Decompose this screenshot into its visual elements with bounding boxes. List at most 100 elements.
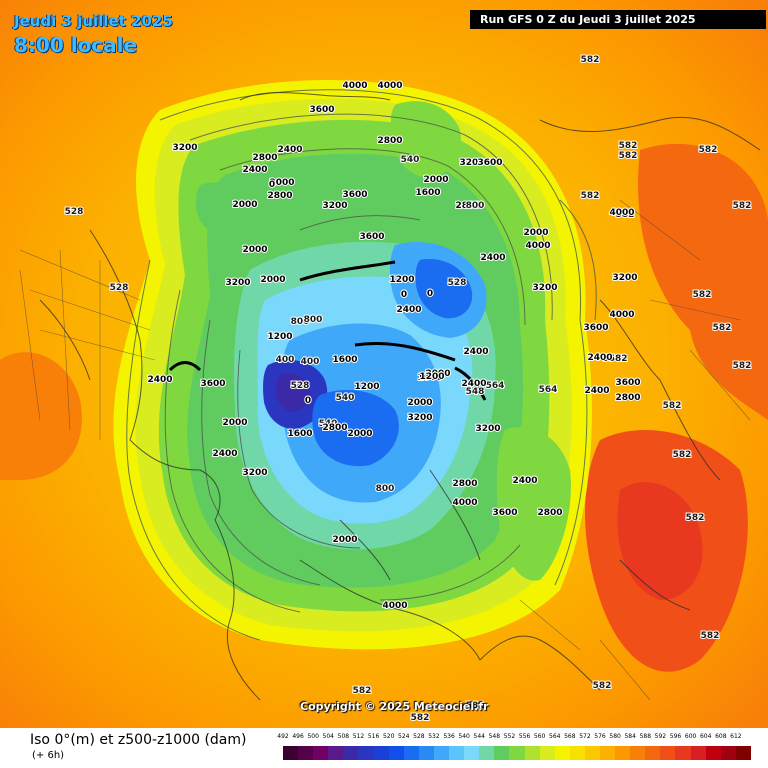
legend-tick-label: 600 bbox=[684, 733, 697, 740]
isozero-label: 2400 bbox=[147, 375, 172, 385]
isozero-label: 3200 bbox=[225, 278, 250, 288]
isozero-label: 2000 bbox=[332, 535, 357, 545]
legend-tick-label: 492 bbox=[277, 733, 289, 740]
thickness-label: 582 bbox=[581, 191, 600, 201]
coastlines bbox=[39, 92, 761, 701]
isozero-label: 2400 bbox=[212, 449, 237, 459]
thickness-label: 400 bbox=[301, 357, 320, 367]
legend-swatch bbox=[313, 746, 329, 760]
isozero-label: 3200 bbox=[532, 283, 557, 293]
legend-tick-label: 524 bbox=[398, 733, 410, 740]
isozero-label: 2000 bbox=[425, 369, 450, 379]
isozero-label: 2400 bbox=[463, 347, 488, 357]
isozero-label: 3600 bbox=[309, 105, 334, 115]
thickness-label: 5582 bbox=[602, 354, 627, 364]
isozero-label: 2000 bbox=[260, 275, 285, 285]
thickness-label: 528 bbox=[291, 381, 310, 391]
legend-tick-label: 516 bbox=[367, 733, 380, 740]
thickness-label: 582 bbox=[581, 55, 600, 65]
legend-swatch bbox=[283, 746, 299, 760]
thickness-label: 400 bbox=[276, 355, 295, 365]
thickness-label: 582 bbox=[593, 681, 612, 691]
thickness-label: 582 bbox=[733, 361, 752, 371]
isozero-label: 3600 bbox=[200, 379, 225, 389]
isozero-label: 2800 bbox=[377, 136, 402, 146]
thickness-label: 582 bbox=[619, 141, 638, 151]
isozero-label: 2400 bbox=[512, 476, 537, 486]
isozero-label: 4000 bbox=[377, 81, 402, 91]
legend-tick-label: 496 bbox=[292, 733, 304, 740]
thickness-label: 800 bbox=[291, 317, 310, 327]
thickness-label: 582 bbox=[411, 713, 430, 723]
isozero-label: 3200 bbox=[612, 273, 637, 283]
legend-swatch bbox=[358, 746, 374, 760]
legend-tick-label: 580 bbox=[609, 733, 621, 740]
isozero-label: 3200 bbox=[475, 424, 500, 434]
thickness-label: 582 bbox=[673, 450, 692, 460]
isozero-label: 2400 bbox=[480, 253, 505, 263]
isozero-label: 2000 bbox=[222, 418, 247, 428]
isozero-label: 2800 bbox=[537, 508, 562, 518]
isozero-label: 4000 bbox=[452, 498, 477, 508]
isozero-label: 2400 bbox=[277, 145, 302, 155]
isozero-label: 3600 bbox=[342, 190, 367, 200]
legend-tick-label: 592 bbox=[654, 733, 667, 740]
legend-swatch bbox=[494, 746, 510, 760]
legend-swatch bbox=[509, 746, 525, 760]
legend-swatch bbox=[388, 746, 404, 760]
thickness-label: 582 bbox=[619, 151, 638, 161]
isozero-label: 4000 bbox=[609, 208, 634, 218]
legend-title: Iso 0°(m) et z500-z1000 (dam) bbox=[30, 732, 247, 748]
isozero-label: 3600 bbox=[583, 323, 608, 333]
isozero-label: 3600 bbox=[477, 158, 502, 168]
legend-tick-label: 564 bbox=[549, 733, 561, 740]
isozero-label: 2400 bbox=[396, 305, 421, 315]
copyright-notice: Copyright © 2025 Meteociel.fr bbox=[300, 700, 489, 713]
isozero-label: 2800 bbox=[452, 479, 477, 489]
legend-swatch bbox=[433, 746, 450, 760]
isozero-label: 1600 bbox=[332, 355, 357, 365]
isozero-label: 3200 bbox=[407, 413, 432, 423]
legend-tick-label: 504 bbox=[322, 733, 334, 740]
legend-swatch bbox=[569, 746, 585, 760]
legend-swatch bbox=[373, 746, 389, 760]
legend-swatch bbox=[328, 746, 344, 760]
isozero-label: 1600 bbox=[287, 429, 312, 439]
thickness-label: 528 bbox=[65, 207, 84, 217]
legend-color-scale bbox=[283, 746, 751, 760]
isozero-label: 4000 bbox=[342, 81, 367, 91]
isozero-label: 2000 bbox=[269, 178, 294, 188]
isozero-label: 1200 bbox=[354, 382, 379, 392]
map-time: 8:00 locale bbox=[14, 33, 138, 57]
legend-tick-label: 540 bbox=[458, 733, 470, 740]
legend-swatch bbox=[298, 746, 314, 760]
thickness-label: 582 bbox=[699, 145, 718, 155]
isozero-label: 1200 bbox=[419, 372, 444, 382]
legend-swatch bbox=[645, 746, 661, 760]
cold-core-north bbox=[415, 259, 473, 319]
legend-tick-label: 536 bbox=[443, 733, 455, 740]
isozero-label: 0 bbox=[427, 289, 433, 299]
legend-tick-label: 508 bbox=[337, 733, 350, 740]
legend-swatch bbox=[630, 746, 646, 760]
thickness-label: 564 bbox=[539, 385, 558, 395]
isozero-label: 3200 bbox=[459, 158, 484, 168]
legend-swatch bbox=[449, 746, 465, 760]
legend-footer: Iso 0°(m) et z500-z1000 (dam) (+ 6h) 492… bbox=[0, 728, 768, 768]
legend-swatch bbox=[464, 746, 480, 760]
isozero-label: 1200 bbox=[267, 332, 292, 342]
thickness-label: 582 bbox=[686, 513, 705, 523]
isozero-label: 1600 bbox=[417, 373, 442, 383]
legend-swatch bbox=[343, 746, 359, 760]
isozero-label: 2000 bbox=[523, 228, 548, 238]
thickness-label: 548 bbox=[466, 387, 485, 397]
country-borders bbox=[19, 199, 751, 701]
legend-swatch bbox=[660, 746, 676, 760]
legend-swatch bbox=[615, 746, 631, 760]
isozero-label: 2000 bbox=[423, 175, 448, 185]
thickness-label: 582 bbox=[353, 686, 372, 696]
thickness-label: 582 bbox=[663, 401, 682, 411]
thickness-label: 540 bbox=[319, 419, 338, 429]
legend-tick-label: 560 bbox=[533, 733, 546, 740]
legend-scale-labels: 492 496 500 504 508 512 516 520 524 528 532 536 540 5… bbox=[277, 733, 751, 745]
